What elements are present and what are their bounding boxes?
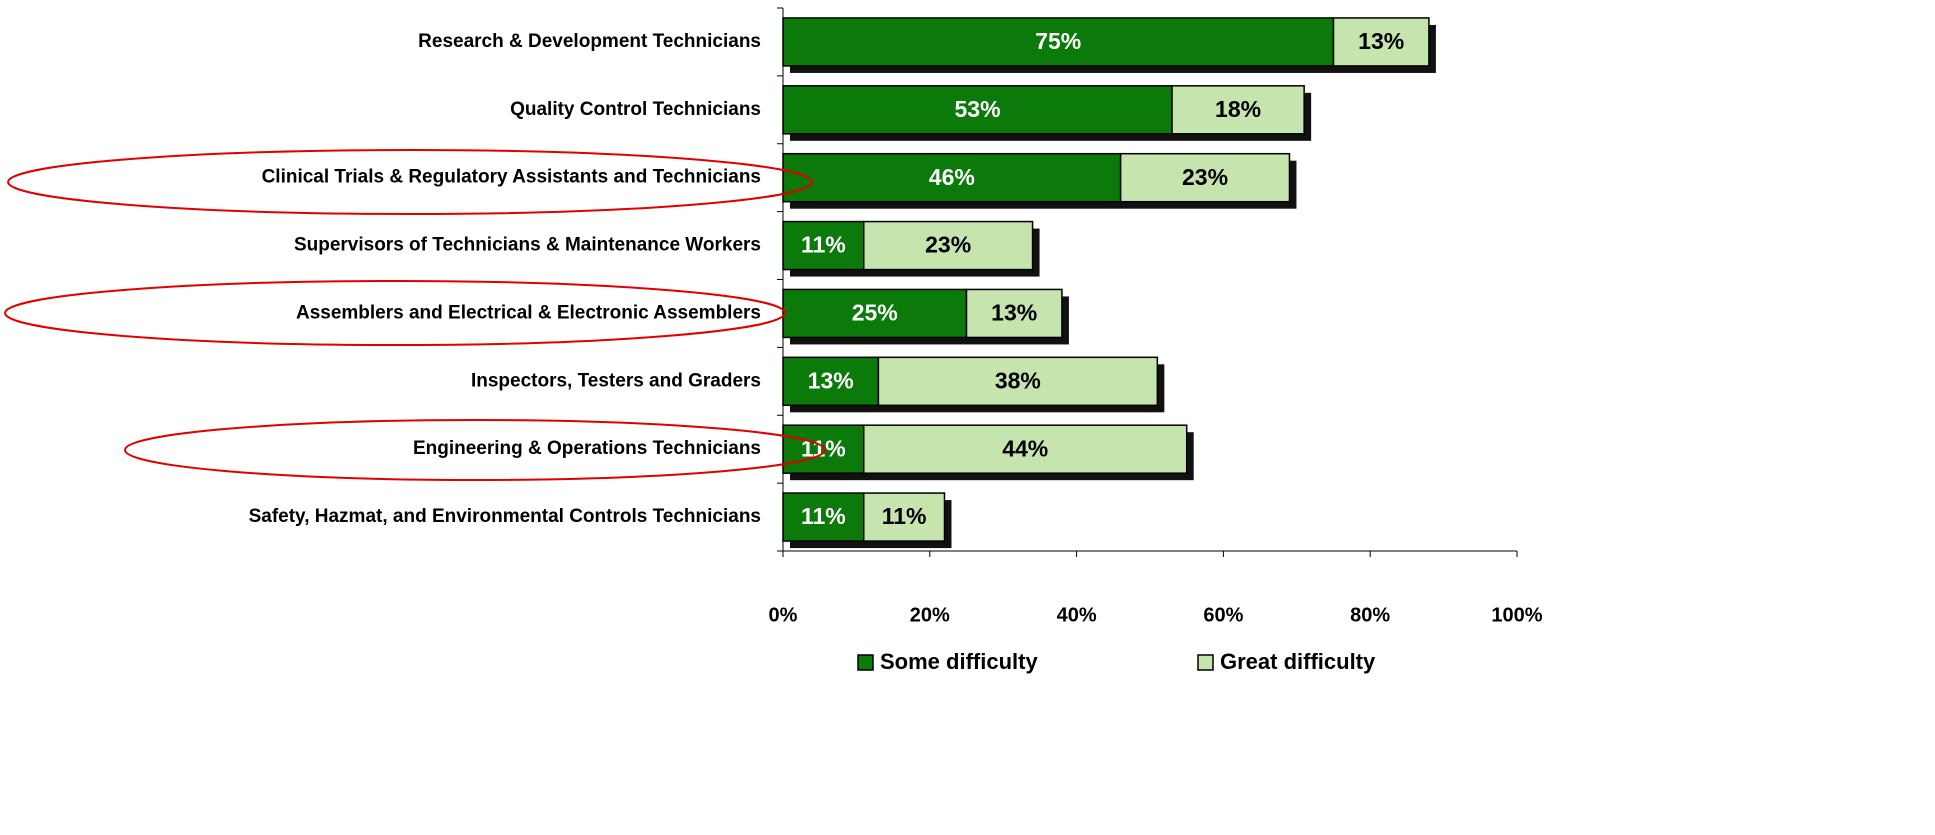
data-label: 23% — [925, 232, 971, 258]
x-tick-label: 100% — [1491, 604, 1542, 626]
bar-segment — [782, 85, 1173, 135]
bar-segment — [877, 356, 1159, 407]
highlight-ellipse — [7, 149, 813, 215]
x-tick-label: 0% — [769, 604, 798, 626]
bar-segment — [1171, 85, 1305, 135]
x-tick-label: 40% — [1057, 604, 1097, 626]
legend-label: Some difficulty — [880, 649, 1038, 674]
data-label: 11% — [801, 232, 846, 258]
data-label: 53% — [954, 96, 1000, 122]
x-tick-label: 80% — [1350, 604, 1390, 626]
data-label: 46% — [929, 164, 975, 190]
data-label: 25% — [852, 300, 898, 326]
bar-segment — [782, 356, 880, 407]
category-label: Quality Control Technicians — [510, 99, 761, 120]
data-label: 11% — [801, 503, 846, 529]
legend-label: Great difficulty — [1220, 649, 1376, 674]
category-label: Safety, Hazmat, and Environmental Contro… — [249, 506, 761, 527]
highlight-ellipse — [4, 280, 786, 346]
bar-segment — [782, 17, 1335, 67]
data-label: 38% — [995, 367, 1041, 393]
data-label: 23% — [1182, 164, 1228, 190]
bar-segment — [1332, 17, 1430, 67]
x-tick-label: 20% — [910, 604, 950, 626]
bar-segment — [782, 492, 865, 542]
data-label: 44% — [1002, 435, 1048, 461]
category-label: Supervisors of Technicians & Maintenance… — [294, 235, 761, 256]
bar-segment — [965, 288, 1063, 339]
data-label: 18% — [1215, 96, 1261, 122]
bar-segment — [782, 220, 865, 271]
category-label: Assemblers and Electrical & Electronic A… — [296, 302, 761, 323]
data-label: 75% — [1035, 28, 1081, 54]
legend-swatch — [1197, 654, 1214, 671]
category-label: Research & Development Technicians — [418, 31, 761, 52]
plot-area: 0% 20% 40% 60% 80% 100% Research & Development… — [249, 7, 1543, 674]
data-label: 13% — [991, 300, 1037, 326]
data-label: 13% — [1358, 28, 1404, 54]
data-label: 11% — [882, 503, 927, 529]
data-label: 13% — [808, 367, 854, 393]
x-tick-label: 60% — [1203, 604, 1243, 626]
category-label: Clinical Trials & Regulatory Assistants … — [262, 167, 761, 188]
legend-swatch — [857, 654, 874, 671]
category-label: Inspectors, Testers and Graders — [471, 370, 761, 391]
highlight-ellipse — [124, 419, 826, 481]
bar-segment — [1119, 152, 1291, 203]
bar-segment — [862, 492, 946, 542]
bar-segment — [862, 424, 1188, 474]
bar-segment — [862, 220, 1034, 271]
category-label: Engineering & Operations Technicians — [413, 438, 761, 459]
